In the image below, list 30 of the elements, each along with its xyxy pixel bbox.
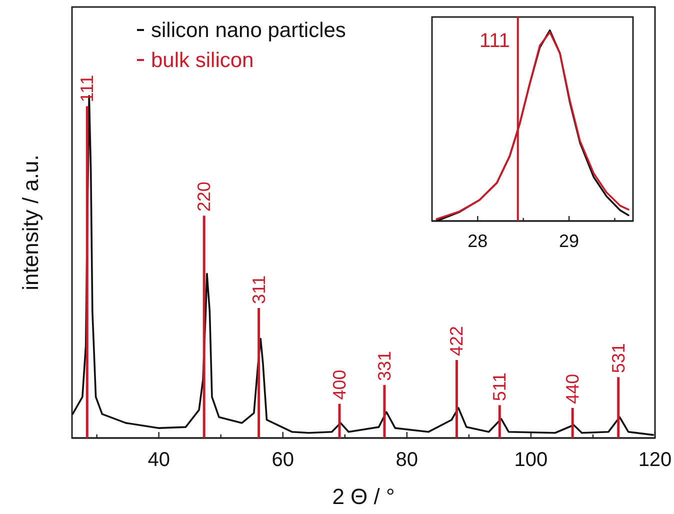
bar: [86, 106, 88, 438]
bar: [455, 360, 458, 438]
x-tick-label: 28: [468, 230, 488, 251]
legend-label: silicon nano particles: [151, 19, 346, 42]
annotation: 331: [374, 350, 394, 381]
x-tick-label: 60: [272, 449, 294, 472]
x-tick-label: 40: [148, 449, 170, 472]
bar: [338, 404, 341, 438]
legend-label: bulk silicon: [151, 49, 254, 72]
bar: [258, 308, 260, 438]
x-tick-label: 100: [514, 449, 548, 472]
bar: [498, 405, 501, 438]
bar: [383, 384, 386, 438]
x-tick-label: 80: [396, 449, 418, 472]
annotation: 400: [330, 370, 350, 400]
annotation: 111: [479, 30, 510, 52]
bar: [571, 408, 574, 438]
annotation: 531: [608, 343, 628, 374]
x-tick-label: 120: [638, 449, 672, 472]
annotation: 511: [490, 372, 510, 402]
bar: [202, 216, 206, 438]
annotation: 422: [446, 326, 467, 356]
annotation: 111: [77, 74, 98, 102]
x-tick-label: 29: [559, 230, 580, 251]
annotation: 220: [194, 182, 214, 212]
annotation: 440: [562, 374, 583, 404]
x-axis-title: 2 Θ / °: [332, 484, 395, 509]
y-axis-title: intensity / a.u.: [18, 154, 43, 290]
bar: [617, 377, 620, 438]
annotation: 311: [248, 275, 269, 304]
